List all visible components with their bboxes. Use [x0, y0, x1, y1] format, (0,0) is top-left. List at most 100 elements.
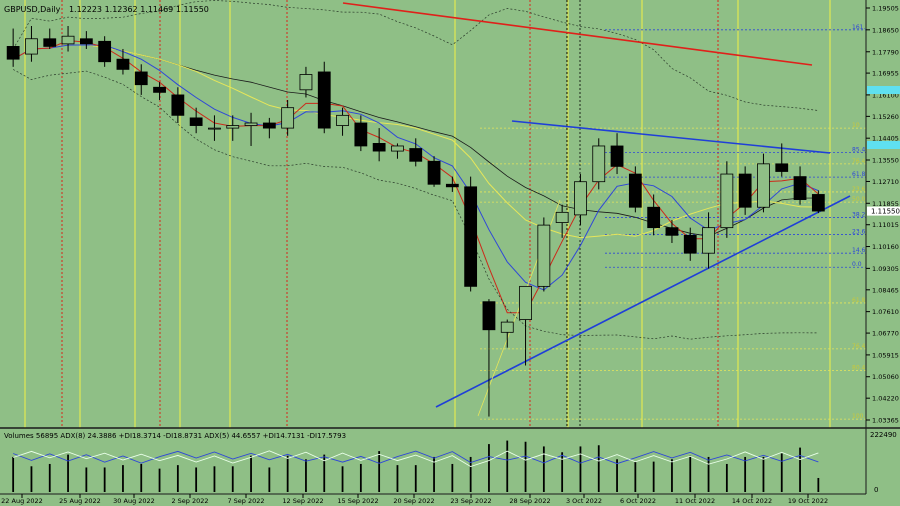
- candle-body: [482, 301, 496, 331]
- price-tick-label: 1.06770: [872, 330, 899, 338]
- candle-body: [25, 38, 38, 55]
- candle-body: [537, 224, 551, 287]
- candle-body: [6, 46, 20, 60]
- adx-blue-line: [12, 450, 819, 465]
- candle-body: [702, 227, 715, 254]
- candle-body: [574, 181, 587, 216]
- candle-body: [811, 194, 825, 212]
- candle-body: [226, 125, 240, 129]
- date-tick-label: 15 Sep 2022: [337, 497, 378, 505]
- candle-body: [592, 145, 606, 183]
- lower-trendline: [435, 195, 851, 408]
- volume-axis-bottom-label: 0: [874, 486, 878, 494]
- candle-body: [628, 173, 642, 208]
- price-tick-label: 1.15260: [872, 113, 899, 121]
- date-tick-label: 12 Sep 2022: [282, 497, 323, 505]
- fib-label-yellow: 10: [852, 122, 860, 129]
- volume-bars: [12, 440, 820, 492]
- candle-body: [464, 186, 478, 287]
- fib-label-yellow: 80.4: [852, 365, 866, 372]
- fib-label-blue: 161.8: [852, 24, 869, 31]
- fib-label-yellow: 76.4: [852, 343, 866, 350]
- price-tick-label: 1.03365: [872, 417, 899, 425]
- candle-body: [61, 35, 75, 45]
- trendlines: [342, 2, 851, 417]
- adx-white-line: [13, 450, 819, 467]
- candle-body: [317, 71, 331, 129]
- candle-body: [409, 148, 423, 162]
- fib-label-blue: 38.2: [852, 211, 866, 218]
- date-axis-ticks: 22 Aug 2022 25 Aug 2022 30 Aug 2022 2 Sep 2…: [1, 494, 828, 505]
- vertical-time-lines: [24, 0, 831, 428]
- date-tick-label: 11 Oct 2022: [675, 497, 715, 505]
- candle-body: [336, 114, 349, 126]
- price-tick-label: 1.11855: [872, 200, 899, 208]
- ma-yellow-line: [12, 44, 819, 239]
- price-tick-label: 1.09305: [872, 265, 899, 273]
- fibonacci-levels: [480, 29, 866, 420]
- volume-axis-top-label: 222490: [870, 431, 897, 439]
- red-trendline: [342, 2, 813, 66]
- price-tick-label: 1.11015: [872, 221, 899, 229]
- candle-body: [372, 143, 386, 152]
- date-tick-label: 23 Sep 2022: [450, 497, 491, 505]
- current-price-tag: [867, 206, 900, 216]
- candle-body: [445, 183, 459, 188]
- date-tick-label: 2 Sep 2022: [171, 497, 208, 505]
- candle-body: [43, 38, 57, 47]
- candle-body: [391, 145, 404, 152]
- envelope-lower: [12, 69, 819, 340]
- price-tick-label: 1.08465: [872, 286, 899, 294]
- price-tick-label: 1.05060: [872, 373, 899, 381]
- candle-body: [555, 211, 569, 223]
- symbol-label: GBPUSD,Daily: [4, 5, 61, 14]
- adx-lines: [12, 450, 819, 467]
- date-tick-label: 30 Aug 2022: [113, 497, 155, 505]
- price-tick-label: 1.16100: [872, 91, 899, 99]
- candle-body: [116, 58, 130, 70]
- date-tick-label: 6 Oct 2022: [620, 497, 656, 505]
- date-tick-label: 19 Oct 2022: [788, 497, 828, 505]
- candle-body: [738, 173, 752, 208]
- envelope-upper: [12, 0, 819, 111]
- price-tick-label: 1.04220: [872, 395, 899, 403]
- date-tick-label: 14 Oct 2022: [732, 497, 772, 505]
- price-tick-label: 1.13550: [872, 157, 899, 165]
- candle-body: [171, 94, 185, 116]
- candle-body: [134, 71, 148, 86]
- price-tick-label: 1.12710: [872, 178, 899, 186]
- candle-body: [79, 38, 93, 45]
- candle-body: [427, 160, 441, 185]
- candle-body: [683, 234, 697, 254]
- candle-body: [500, 321, 514, 333]
- price-axis-ticks: 1.19505 1.18650 1.17790 1.16955 1.16100 1.152…: [866, 5, 899, 425]
- candle-body: [208, 127, 221, 130]
- fib-label-blue: 61.8: [852, 171, 866, 178]
- candlestick-series: [6, 25, 825, 417]
- candle-body: [299, 74, 313, 91]
- price-tick-label: 1.19505: [872, 5, 899, 13]
- fib-label-yellow: 76.4: [852, 158, 866, 165]
- candle-body: [519, 285, 532, 320]
- date-tick-label: 25 Aug 2022: [59, 497, 101, 505]
- fib-label-yellow: 100.0: [852, 413, 869, 420]
- price-axis-highlight-top: [867, 86, 900, 94]
- candle-body: [262, 122, 276, 129]
- candle-body: [775, 163, 789, 172]
- date-tick-label: 28 Sep 2022: [509, 497, 550, 505]
- current-price-label: 1.11550: [871, 208, 900, 216]
- date-tick-label: 3 Oct 2022: [566, 497, 602, 505]
- price-tick-label: 1.17790: [872, 48, 899, 56]
- upper-trendline: [511, 120, 831, 154]
- candle-body: [720, 173, 734, 229]
- date-tick-label: 7 Sep 2022: [227, 497, 264, 505]
- fib-label-blue: 23.6: [852, 229, 866, 236]
- date-tick-label: 22 Aug 2022: [1, 497, 43, 505]
- fib-label-blue: 0.0: [852, 261, 862, 268]
- candle-body: [189, 117, 203, 126]
- candle-body: [647, 206, 661, 229]
- chart-symbol-header: GBPUSD,Daily 1.12223 1.12362 1.11469 1.1…: [4, 5, 209, 14]
- fib-label-yellow: 23.6: [852, 186, 866, 193]
- fib-label-yellow: 50.0: [852, 196, 866, 203]
